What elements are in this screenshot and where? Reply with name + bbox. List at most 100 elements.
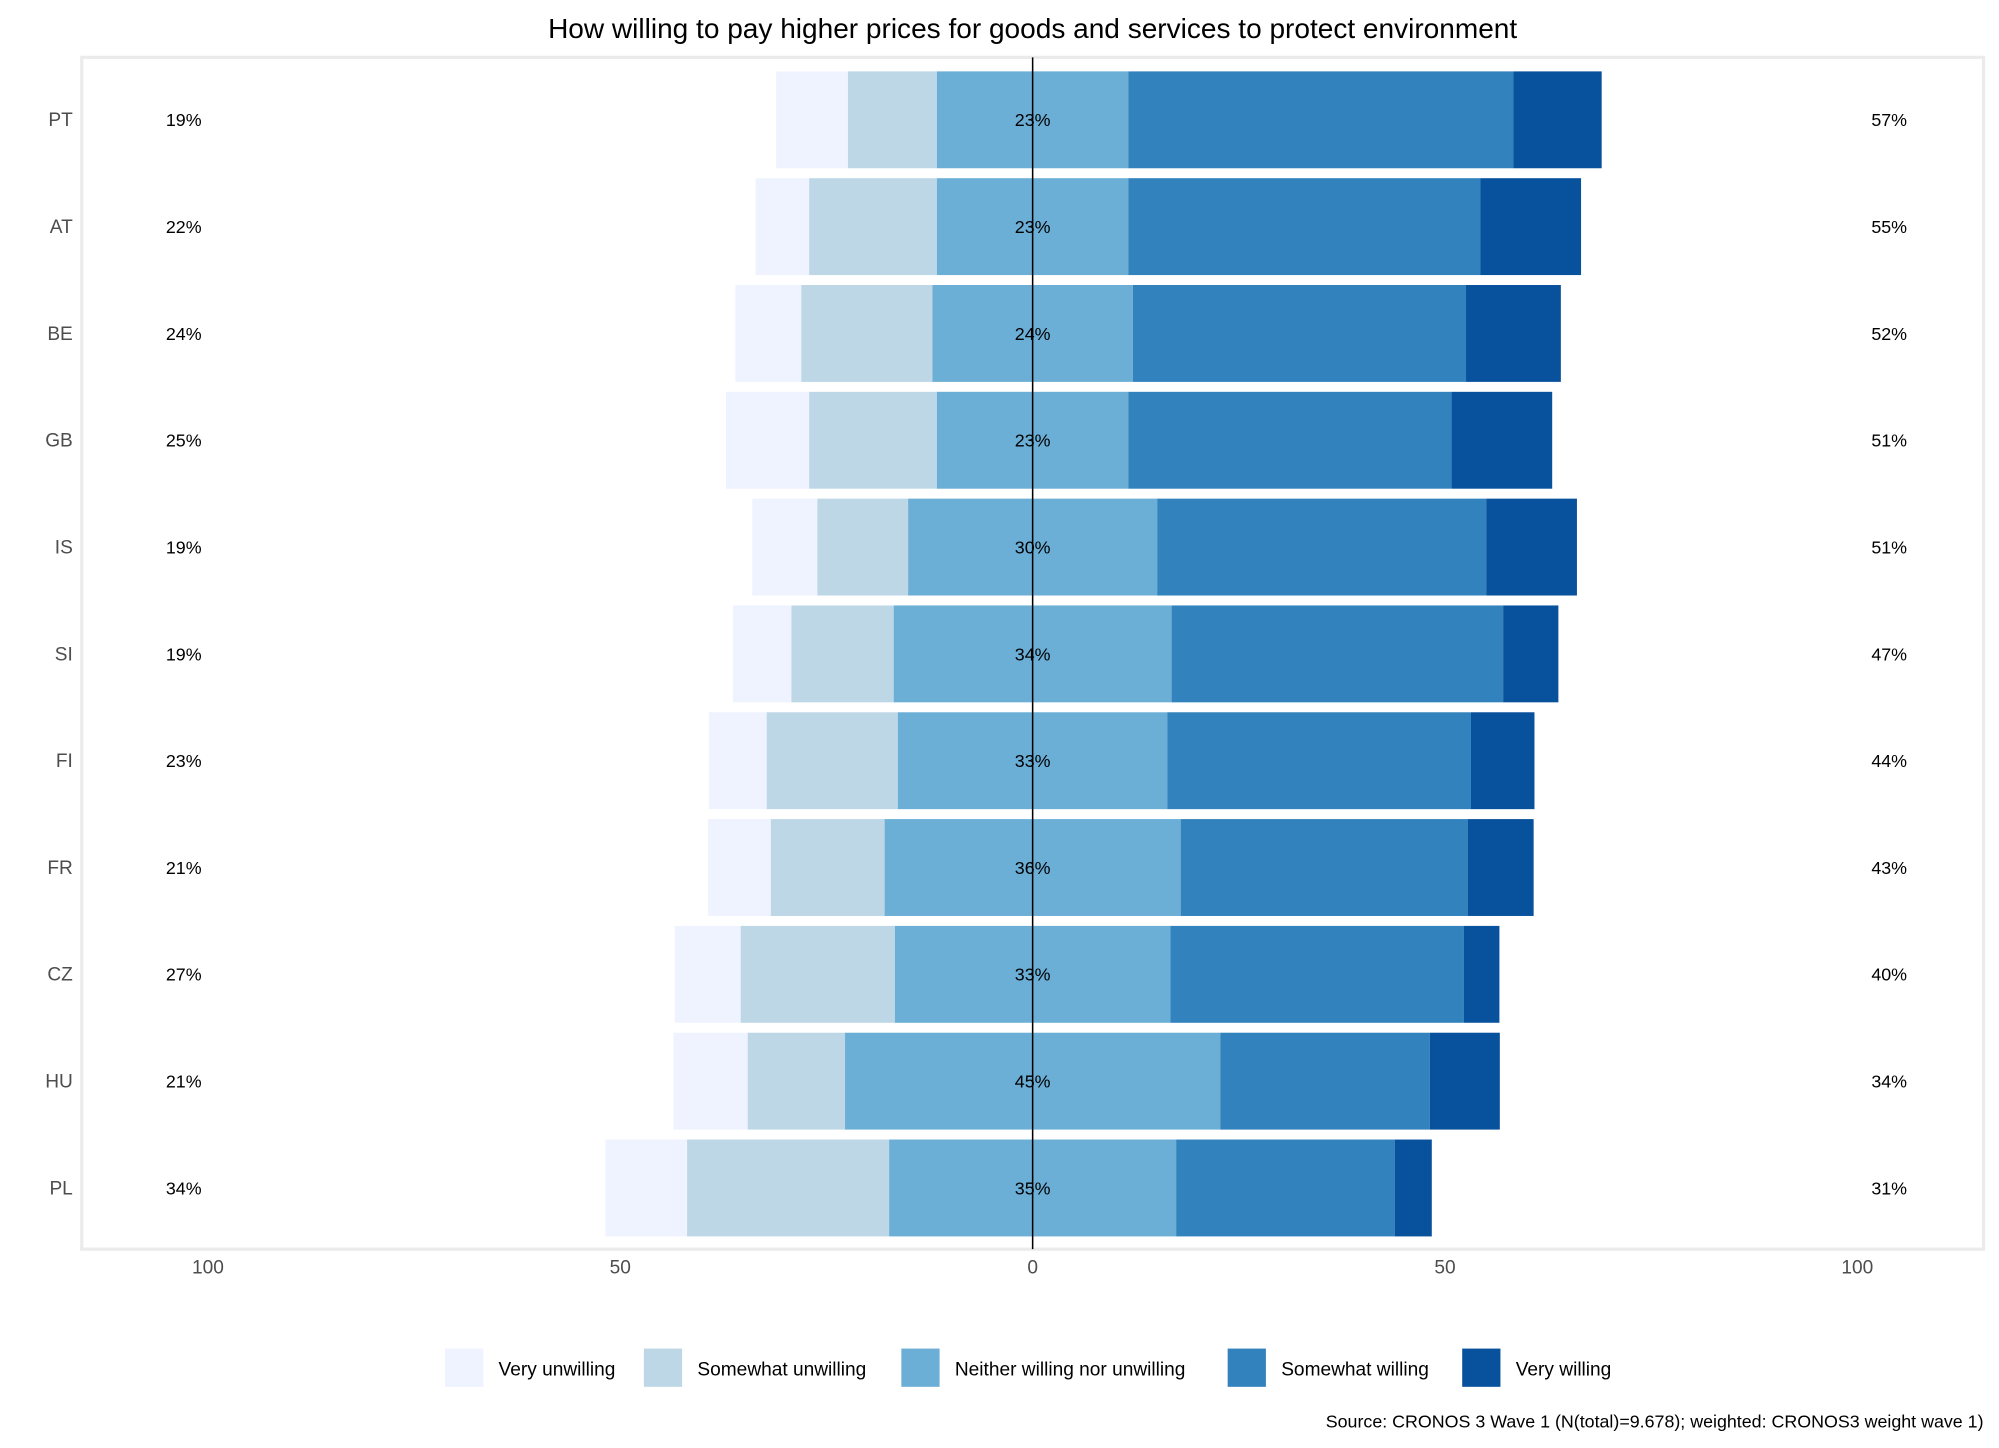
mid-percent-label: 23% bbox=[1015, 431, 1051, 451]
bar-cz-very-unwilling bbox=[674, 925, 741, 1023]
bar-pt-somewhat-unwilling bbox=[847, 71, 937, 169]
right-percent-label: 31% bbox=[1871, 1178, 1907, 1198]
x-axis: 100 50 0 50 100 bbox=[192, 1257, 1873, 1278]
bar-pl-somewhat-unwilling bbox=[687, 1139, 890, 1237]
mid-percent-label: 24% bbox=[1015, 324, 1051, 344]
left-percent-label: 23% bbox=[166, 751, 202, 771]
right-percent-label: 44% bbox=[1871, 751, 1907, 771]
y-tick-label: GB bbox=[45, 431, 73, 452]
bar-gb-very-willing bbox=[1451, 391, 1553, 489]
right-percent-label: 52% bbox=[1871, 324, 1907, 344]
y-tick-label: FI bbox=[56, 751, 73, 772]
bar-at-very-unwilling bbox=[755, 178, 810, 276]
bar-cz-somewhat-willing bbox=[1170, 925, 1464, 1023]
y-tick-label: BE bbox=[47, 324, 73, 345]
legend-label: Very willing bbox=[1516, 1359, 1612, 1380]
y-tick-label: PL bbox=[49, 1178, 72, 1199]
right-percent-label: 51% bbox=[1871, 537, 1907, 557]
bar-fr-somewhat-unwilling bbox=[770, 819, 885, 916]
left-percent-label: 27% bbox=[166, 965, 202, 985]
x-tick-label: 50 bbox=[610, 1257, 631, 1278]
y-tick-label: CZ bbox=[47, 965, 73, 986]
bar-pl-very-unwilling bbox=[605, 1139, 688, 1237]
labels-layer: PT 19% 23% 57% AT 22% 23% 55% BE 24% 24% 52% GB 25% 23… bbox=[45, 110, 1907, 1199]
left-percent-label: 24% bbox=[166, 324, 202, 344]
mid-percent-label: 45% bbox=[1015, 1072, 1051, 1092]
mid-percent-label: 23% bbox=[1015, 110, 1051, 130]
mid-percent-label: 23% bbox=[1015, 217, 1051, 237]
bar-pt-somewhat-willing bbox=[1128, 71, 1514, 169]
left-percent-label: 19% bbox=[166, 644, 202, 664]
bar-pl-very-willing bbox=[1394, 1139, 1432, 1237]
bar-be-somewhat-willing bbox=[1132, 285, 1467, 382]
legend-swatch-neither-willing-nor-unwilling bbox=[901, 1348, 940, 1387]
bar-hu-somewhat-willing bbox=[1220, 1032, 1430, 1130]
legend-label: Neither willing nor unwilling bbox=[955, 1359, 1185, 1380]
bar-si-very-willing bbox=[1503, 605, 1559, 703]
bar-at-somewhat-unwilling bbox=[809, 178, 937, 276]
bar-is-very-unwilling bbox=[752, 498, 818, 596]
bar-fi-very-unwilling bbox=[708, 712, 767, 810]
bar-gb-very-unwilling bbox=[725, 391, 810, 489]
y-tick-label: SI bbox=[55, 644, 73, 665]
bar-cz-somewhat-unwilling bbox=[740, 925, 895, 1023]
right-percent-label: 43% bbox=[1871, 858, 1907, 878]
left-percent-label: 21% bbox=[166, 858, 202, 878]
right-percent-label: 57% bbox=[1871, 110, 1907, 130]
legend-swatch-somewhat-unwilling bbox=[643, 1348, 683, 1387]
bar-gb-somewhat-unwilling bbox=[809, 391, 937, 489]
bar-fr-somewhat-willing bbox=[1180, 819, 1468, 916]
bar-pt-very-unwilling bbox=[776, 71, 848, 169]
legend-swatch-very-unwilling bbox=[445, 1348, 484, 1387]
bar-at-somewhat-willing bbox=[1128, 178, 1481, 276]
mid-percent-label: 33% bbox=[1015, 965, 1051, 985]
legend-swatch-somewhat-willing bbox=[1227, 1348, 1266, 1387]
x-tick-label: 0 bbox=[1027, 1257, 1038, 1278]
legend-label: Very unwilling bbox=[499, 1359, 616, 1380]
left-percent-label: 25% bbox=[166, 431, 202, 451]
right-percent-label: 47% bbox=[1871, 644, 1907, 664]
legend-swatch-very-willing bbox=[1462, 1348, 1501, 1387]
bar-fi-somewhat-unwilling bbox=[766, 712, 898, 810]
mid-percent-label: 34% bbox=[1015, 644, 1051, 664]
bar-gb-somewhat-willing bbox=[1128, 391, 1452, 489]
left-percent-label: 19% bbox=[166, 110, 202, 130]
right-percent-label: 55% bbox=[1871, 217, 1907, 237]
left-percent-label: 34% bbox=[166, 1178, 202, 1198]
mid-percent-label: 30% bbox=[1015, 537, 1051, 557]
mid-percent-label: 36% bbox=[1015, 858, 1051, 878]
bar-be-very-willing bbox=[1466, 285, 1561, 382]
bar-pt-very-willing bbox=[1513, 71, 1602, 169]
left-percent-label: 22% bbox=[166, 217, 202, 237]
bar-fi-very-willing bbox=[1470, 712, 1535, 810]
bar-at-very-willing bbox=[1480, 178, 1582, 276]
legend-label: Somewhat willing bbox=[1281, 1359, 1429, 1380]
y-tick-label: HU bbox=[45, 1072, 73, 1093]
y-tick-label: FR bbox=[47, 858, 72, 879]
bar-pl-somewhat-willing bbox=[1176, 1139, 1395, 1237]
bar-fr-very-willing bbox=[1467, 819, 1534, 916]
bar-be-somewhat-unwilling bbox=[801, 285, 933, 382]
x-tick-label: 50 bbox=[1434, 1257, 1455, 1278]
legend: Very unwilling Somewhat unwilling Neither … bbox=[445, 1348, 1612, 1387]
chart-title: How willing to pay higher prices for goo… bbox=[548, 13, 1517, 44]
x-tick-label: 100 bbox=[1841, 1257, 1873, 1278]
right-percent-label: 40% bbox=[1871, 965, 1907, 985]
right-percent-label: 51% bbox=[1871, 431, 1907, 451]
bar-fi-somewhat-willing bbox=[1167, 712, 1471, 810]
mid-percent-label: 35% bbox=[1015, 1178, 1051, 1198]
y-tick-label: AT bbox=[50, 217, 73, 238]
bars-layer bbox=[605, 71, 1602, 1237]
bar-si-very-unwilling bbox=[732, 605, 792, 703]
bar-si-somewhat-unwilling bbox=[791, 605, 894, 703]
bar-si-somewhat-willing bbox=[1171, 605, 1504, 703]
bar-cz-very-willing bbox=[1463, 925, 1500, 1023]
bar-hu-somewhat-unwilling bbox=[747, 1032, 846, 1130]
bar-hu-very-unwilling bbox=[673, 1032, 748, 1130]
bar-is-somewhat-willing bbox=[1157, 498, 1487, 596]
bar-be-very-unwilling bbox=[735, 285, 802, 382]
left-percent-label: 21% bbox=[166, 1072, 202, 1092]
y-tick-label: PT bbox=[48, 110, 73, 131]
source-note: Source: CRONOS 3 Wave 1 (N(total)=9.678)… bbox=[1326, 1412, 1984, 1432]
